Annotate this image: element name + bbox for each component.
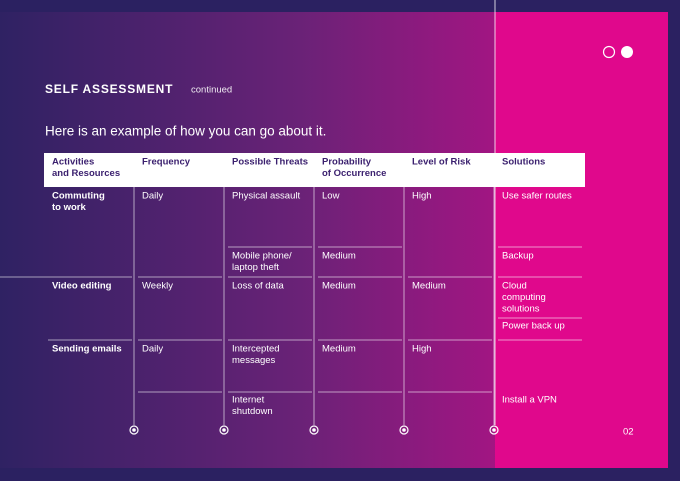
column-node <box>309 425 319 435</box>
table-cell: Sending emails <box>52 343 122 354</box>
table-cell: High <box>412 343 432 354</box>
table-cell: solutions <box>502 303 540 314</box>
table-cell: Daily <box>142 343 163 354</box>
title-tag: continued <box>191 84 232 95</box>
column-header: Activities <box>52 156 94 167</box>
table-cell: Cloud <box>502 280 527 291</box>
column-node <box>129 425 139 435</box>
column-header: Solutions <box>502 156 545 167</box>
table-cell: shutdown <box>232 406 273 417</box>
table-cell: Internet <box>232 394 265 405</box>
table-cell: Daily <box>142 190 163 201</box>
table-cell: High <box>412 190 432 201</box>
table-cell: Install a VPN <box>502 394 557 405</box>
column-node <box>489 425 499 435</box>
column-header: Frequency <box>142 156 191 167</box>
table-cell: Medium <box>412 280 446 291</box>
column-node-dot <box>132 428 136 432</box>
title: SELF ASSESSMENT <box>45 82 173 96</box>
dot-filled <box>621 46 633 58</box>
table-cell: Medium <box>322 343 356 354</box>
table-cell: Medium <box>322 250 356 261</box>
subtitle: Here is an example of how you can go abo… <box>45 124 326 139</box>
column-header: Level of Risk <box>412 156 471 167</box>
table-cell: computing <box>502 292 546 303</box>
table-cell: messages <box>232 355 276 366</box>
column-header: Possible Threats <box>232 156 308 167</box>
accent-panel <box>495 12 668 468</box>
table-cell: Backup <box>502 250 534 261</box>
table-header <box>44 153 585 187</box>
table-cell: Weekly <box>142 280 173 291</box>
table-cell: Use safer routes <box>502 190 572 201</box>
table-cell: Loss of data <box>232 280 284 291</box>
dot-outline <box>602 45 616 59</box>
column-node-dot <box>402 428 406 432</box>
column-header: and Resources <box>52 168 120 179</box>
column-header: of Occurrence <box>322 168 386 179</box>
table-cell: Medium <box>322 280 356 291</box>
table-cell: Intercepted <box>232 343 280 354</box>
page-number: 02 <box>623 426 634 437</box>
table-cell: Low <box>322 190 340 201</box>
table-cell: to work <box>52 202 86 213</box>
column-header: Probability <box>322 156 372 167</box>
table-cell: laptop theft <box>232 262 279 273</box>
column-node-dot <box>222 428 226 432</box>
column-node-dot <box>312 428 316 432</box>
table-cell: Mobile phone/ <box>232 250 292 261</box>
table-cell: Physical assault <box>232 190 300 201</box>
table-cell: Commuting <box>52 190 105 201</box>
column-node <box>219 425 229 435</box>
column-node <box>399 425 409 435</box>
table-cell: Video editing <box>52 280 112 291</box>
table-cell: Power back up <box>502 320 565 331</box>
column-node-dot <box>492 428 496 432</box>
